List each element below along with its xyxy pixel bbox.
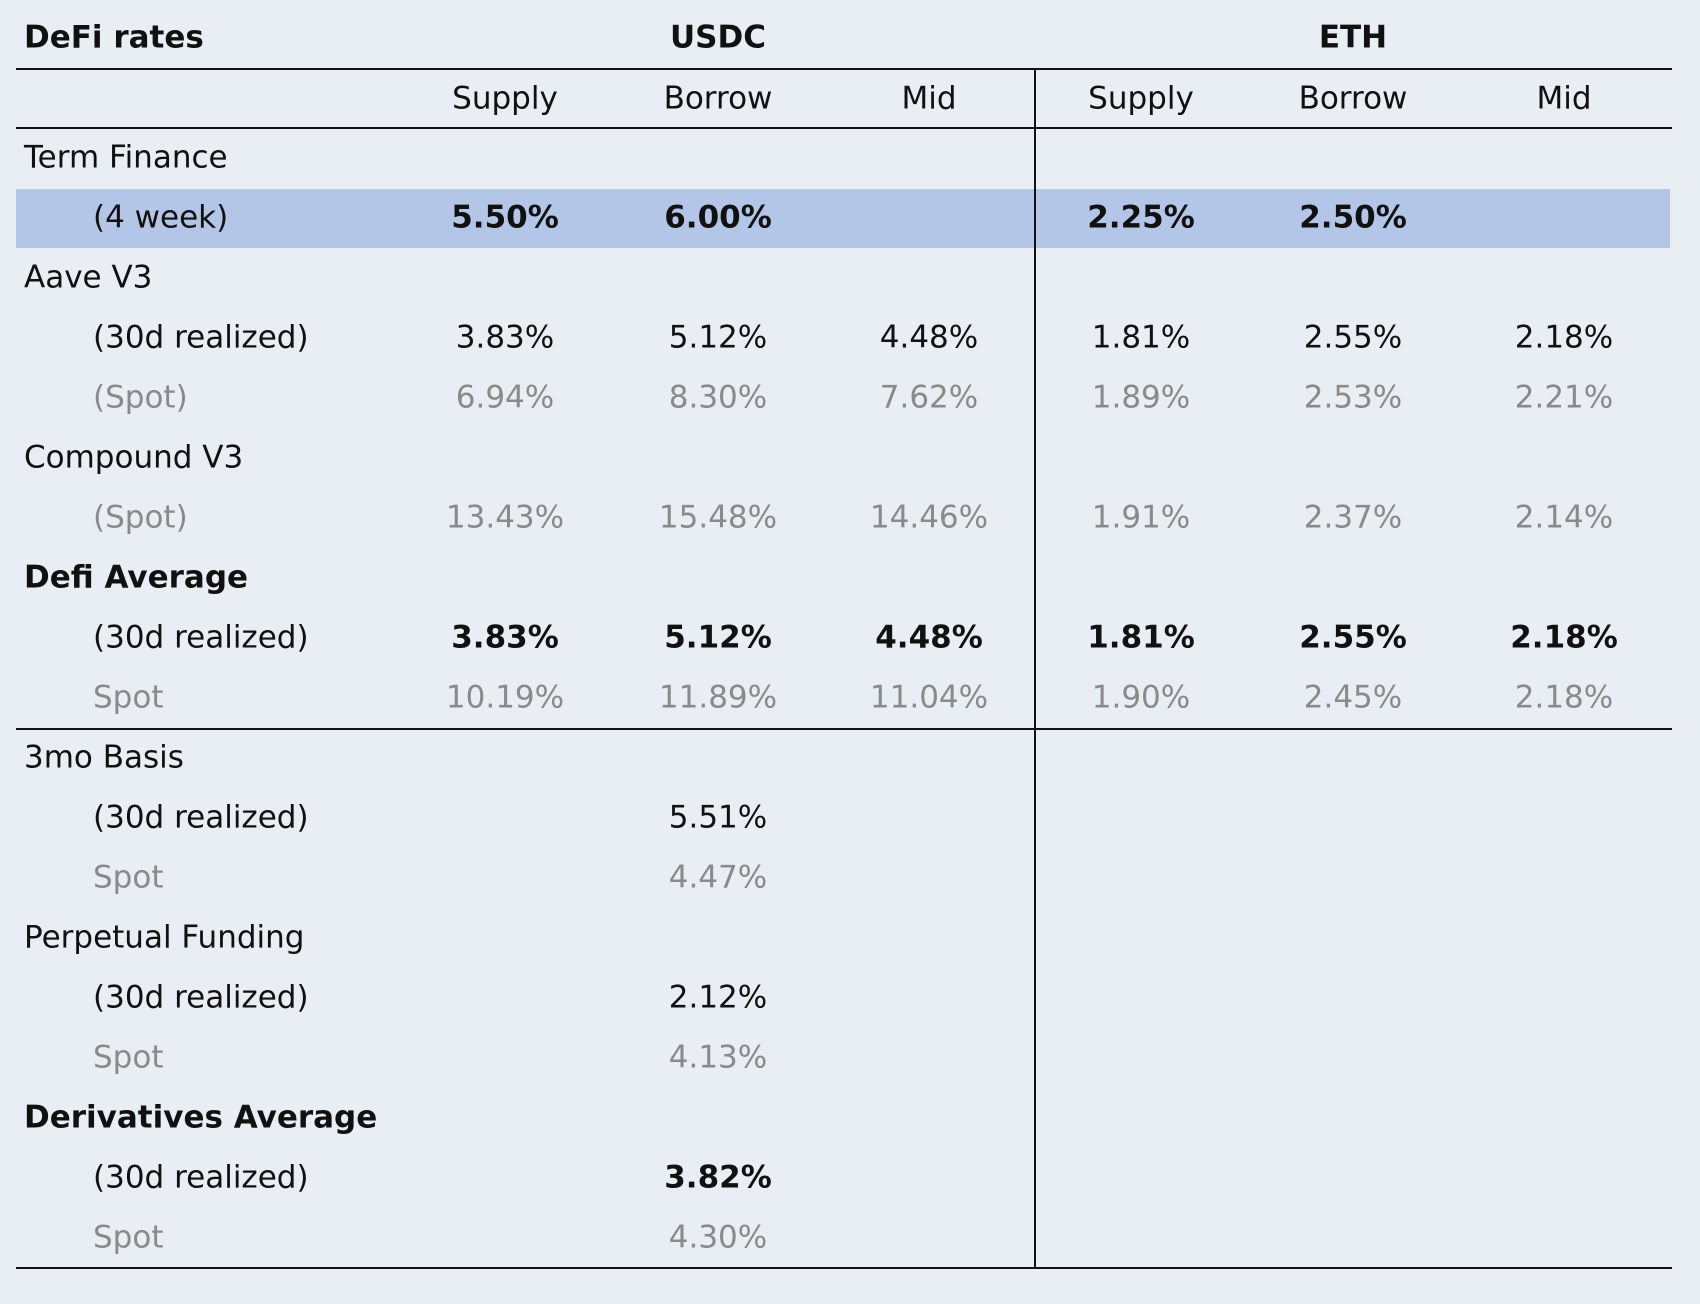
row-label: (4 week) <box>93 200 228 236</box>
rate-cell: 2.45% <box>1304 680 1402 716</box>
rate-cell: 4.47% <box>669 860 767 896</box>
row-label: Spot <box>93 1220 163 1256</box>
rate-cell: 2.55% <box>1299 620 1407 656</box>
column-header: Mid <box>901 81 956 117</box>
section-label: Aave V3 <box>24 260 152 296</box>
rate-cell: 2.18% <box>1510 620 1618 656</box>
rate-cell: 11.04% <box>870 680 988 716</box>
rate-cell: 2.53% <box>1304 380 1402 416</box>
table-title: DeFi rates <box>24 20 204 56</box>
row-highlight <box>16 189 1670 248</box>
rate-cell: 2.21% <box>1515 380 1613 416</box>
rate-cell: 5.12% <box>669 320 767 356</box>
rate-cell: 4.30% <box>669 1220 767 1256</box>
rate-cell: 2.18% <box>1515 680 1613 716</box>
row-label: (Spot) <box>93 380 188 416</box>
rate-cell: 6.94% <box>456 380 554 416</box>
rows: Supply Borrow Mid Supply Borrow Mid Term Finan… <box>16 81 1672 1256</box>
rate-cell: 2.18% <box>1515 320 1613 356</box>
rate-cell: 1.81% <box>1092 320 1190 356</box>
rate-cell: 13.43% <box>446 500 564 536</box>
rate-cell: 2.37% <box>1304 500 1402 536</box>
rate-cell: 11.89% <box>659 680 777 716</box>
column-header: Borrow <box>1299 81 1408 117</box>
row-label: Spot <box>93 1040 163 1076</box>
row-label: Spot <box>93 680 163 716</box>
rate-cell: 5.12% <box>664 620 772 656</box>
rate-cell: 4.48% <box>880 320 978 356</box>
rate-cell: 4.13% <box>669 1040 767 1076</box>
group-header: ETH <box>1319 20 1387 56</box>
column-header: Supply <box>452 81 558 117</box>
rate-cell: 10.19% <box>446 680 564 716</box>
row-label: (30d realized) <box>93 800 309 836</box>
column-header: Borrow <box>664 81 773 117</box>
row-label: (30d realized) <box>93 1160 309 1196</box>
column-header: Supply <box>1088 81 1194 117</box>
rate-cell: 3.83% <box>456 320 554 356</box>
rate-cell: 6.00% <box>664 200 772 236</box>
rate-cell: 1.91% <box>1092 500 1190 536</box>
row-label: (30d realized) <box>93 620 309 656</box>
rate-cell: 5.50% <box>451 200 559 236</box>
rate-cell: 1.81% <box>1087 620 1195 656</box>
rate-cell: 8.30% <box>669 380 767 416</box>
rate-cell: 1.90% <box>1092 680 1190 716</box>
rate-cell: 3.83% <box>451 620 559 656</box>
rate-cell: 14.46% <box>870 500 988 536</box>
rate-cell: 2.55% <box>1304 320 1402 356</box>
rate-cell: 15.48% <box>659 500 777 536</box>
row-label: Spot <box>93 860 163 896</box>
rate-cell: 1.89% <box>1092 380 1190 416</box>
rate-cell: 7.62% <box>880 380 978 416</box>
row-label: (30d realized) <box>93 980 309 1016</box>
section-label: Defi Average <box>24 560 248 596</box>
row-label: (30d realized) <box>93 320 309 356</box>
rate-cell: 2.12% <box>669 980 767 1016</box>
section-label: Perpetual Funding <box>24 920 304 956</box>
rate-cell: 2.14% <box>1515 500 1613 536</box>
section-label: Compound V3 <box>24 440 243 476</box>
row-label: (Spot) <box>93 500 188 536</box>
section-label: Term Finance <box>23 140 228 176</box>
rate-cell: 2.50% <box>1299 200 1407 236</box>
rate-cell: 4.48% <box>875 620 983 656</box>
rate-cell: 2.25% <box>1087 200 1195 236</box>
rate-cell: 3.82% <box>664 1160 772 1196</box>
section-label: Derivatives Average <box>24 1100 377 1136</box>
section-label: 3mo Basis <box>24 740 184 776</box>
group-header: USDC <box>670 20 766 56</box>
column-header: Mid <box>1536 81 1591 117</box>
rate-cell: 5.51% <box>669 800 767 836</box>
